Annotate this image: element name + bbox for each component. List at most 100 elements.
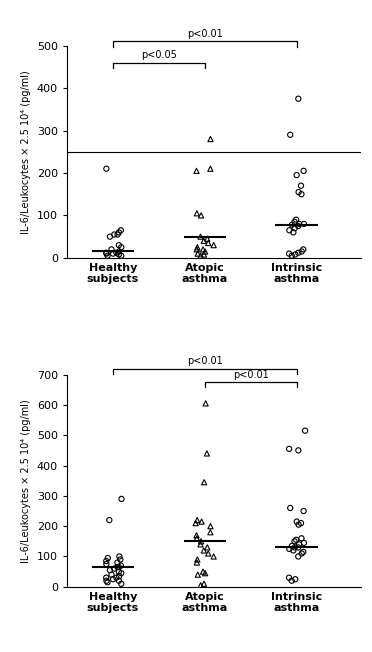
Point: [194, 208, 200, 218]
Point: [111, 563, 117, 574]
Point: [296, 187, 302, 198]
Point: [115, 557, 121, 568]
Point: [204, 233, 210, 244]
Point: [286, 225, 292, 235]
Point: [105, 577, 110, 587]
Point: [116, 246, 122, 257]
Point: [294, 170, 300, 181]
Point: [105, 250, 110, 261]
Point: [292, 536, 298, 546]
Text: p<0.05: p<0.05: [141, 50, 177, 61]
Point: [115, 230, 121, 240]
Point: [116, 227, 122, 237]
Point: [116, 240, 122, 250]
Point: [292, 223, 298, 233]
Point: [293, 535, 299, 545]
Point: [295, 93, 301, 104]
Text: p<0.01: p<0.01: [187, 29, 222, 39]
Point: [118, 242, 124, 252]
Point: [193, 530, 199, 541]
Point: [113, 572, 119, 583]
Point: [201, 545, 207, 556]
Point: [118, 578, 124, 589]
Point: [198, 539, 203, 550]
Point: [103, 576, 109, 586]
Point: [106, 515, 112, 526]
Point: [116, 552, 122, 562]
Point: [198, 536, 204, 546]
Y-axis label: IL-6/Leukocytes × 2.5 10⁴ (pg/ml): IL-6/Leukocytes × 2.5 10⁴ (pg/ml): [21, 399, 31, 563]
Point: [299, 246, 305, 257]
Point: [292, 574, 298, 584]
Point: [200, 567, 206, 577]
Point: [118, 560, 124, 570]
Point: [296, 218, 302, 229]
Point: [296, 539, 302, 550]
Point: [211, 552, 217, 562]
Point: [116, 562, 122, 572]
Point: [119, 494, 125, 504]
Point: [116, 567, 122, 577]
Point: [300, 547, 306, 557]
Point: [294, 516, 300, 527]
Point: [194, 244, 200, 254]
Point: [103, 556, 109, 566]
Point: [289, 541, 295, 551]
Point: [295, 552, 301, 562]
Point: [193, 518, 199, 528]
Point: [103, 248, 109, 259]
Point: [195, 569, 201, 580]
Point: [198, 210, 204, 220]
Point: [205, 548, 211, 559]
Y-axis label: IL-6/Leukocytes × 2.5 10⁴ (pg/ml): IL-6/Leukocytes × 2.5 10⁴ (pg/ml): [21, 70, 31, 233]
Point: [289, 220, 295, 230]
Point: [103, 559, 109, 569]
Text: p<0.01: p<0.01: [233, 370, 269, 380]
Point: [103, 164, 109, 174]
Point: [205, 238, 211, 248]
Point: [211, 240, 217, 250]
Text: p<0.01: p<0.01: [187, 357, 222, 366]
Point: [201, 235, 207, 246]
Point: [194, 557, 200, 568]
Point: [198, 250, 203, 261]
Point: [194, 533, 200, 544]
Point: [295, 248, 301, 258]
Point: [201, 578, 207, 589]
Point: [291, 545, 296, 556]
Point: [286, 248, 292, 259]
Point: [109, 244, 115, 254]
Point: [207, 164, 213, 174]
Point: [198, 231, 203, 242]
Point: [301, 166, 307, 176]
Point: [286, 544, 292, 554]
Point: [199, 516, 205, 527]
Point: [293, 215, 299, 225]
Point: [298, 518, 304, 528]
Point: [105, 553, 111, 563]
Point: [111, 230, 117, 240]
Point: [204, 448, 210, 458]
Point: [103, 572, 109, 583]
Point: [107, 565, 113, 575]
Point: [116, 576, 122, 586]
Point: [287, 130, 293, 140]
Point: [115, 562, 121, 572]
Point: [200, 244, 206, 254]
Point: [118, 250, 124, 261]
Point: [116, 571, 122, 582]
Point: [201, 249, 207, 259]
Point: [295, 445, 301, 456]
Point: [202, 246, 208, 257]
Point: [296, 520, 302, 530]
Point: [298, 533, 304, 544]
Point: [299, 548, 305, 559]
Point: [110, 574, 116, 584]
Point: [195, 554, 201, 565]
Point: [287, 503, 293, 513]
Point: [286, 572, 292, 583]
Point: [195, 248, 201, 259]
Point: [203, 398, 209, 409]
Point: [292, 249, 298, 259]
Point: [289, 576, 295, 586]
